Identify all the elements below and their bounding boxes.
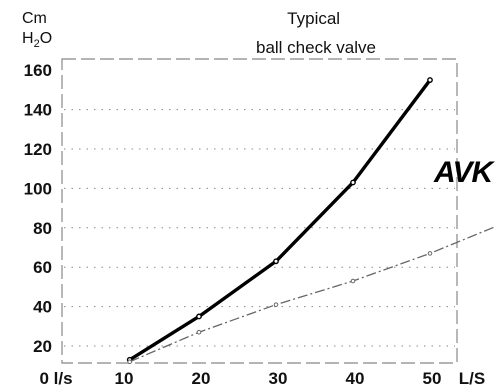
y-tick-label-100: 100 [24,179,52,198]
x-tick-label-30: 30 [269,369,288,388]
series-line-2 [129,225,496,363]
x-tick-labels: 10203040506070 [115,369,442,388]
chart-title: Typical ball check valve [256,9,376,57]
y-tick-label-20: 20 [33,337,52,356]
x-tick-label-40: 40 [346,369,365,388]
y-tick-labels: 20 40 60 80 100 120 140 160 [24,61,52,356]
y-unit-h: H [22,30,34,47]
avk-logo: AVK [433,156,495,189]
x-origin-label: 0 l/s [39,369,72,388]
plot-frame [61,58,458,364]
y-tick-label-80: 80 [33,219,52,238]
x-tick-label-20: 20 [192,369,211,388]
y-unit-subscript: 2 [34,38,40,50]
series-2-point-2 [196,329,202,335]
series-1-point-2 [196,313,202,320]
series-2-point-3 [273,302,279,307]
x-tick-label-10: 10 [115,369,134,388]
y-axis-unit-h2o: H2O [22,30,52,50]
x-axis-label: L/S [459,369,485,388]
chart-title-line-1: Typical [287,9,340,28]
y-tick-label-160: 160 [24,61,52,80]
series-lines [126,77,496,365]
y-tick-label-120: 120 [24,140,52,159]
series-1-point-5 [427,77,433,83]
series-1-point-4 [350,179,356,186]
series-2-point-5 [427,251,433,256]
y-tick-label-140: 140 [24,101,52,120]
series-2-point-1 [127,359,132,365]
y-tick-label-40: 40 [33,298,52,317]
x-tick-label-50: 50 [423,369,442,388]
y-axis-unit-cm: Cm [22,10,47,27]
y-unit-o: O [40,30,52,47]
y-tick-label-60: 60 [33,258,52,277]
chart-title-line-2: ball check valve [256,38,376,57]
series-2-point-4 [350,278,356,284]
grid-lines [64,109,455,347]
series-line-1 [127,78,432,362]
series-1-point-3 [273,258,279,265]
